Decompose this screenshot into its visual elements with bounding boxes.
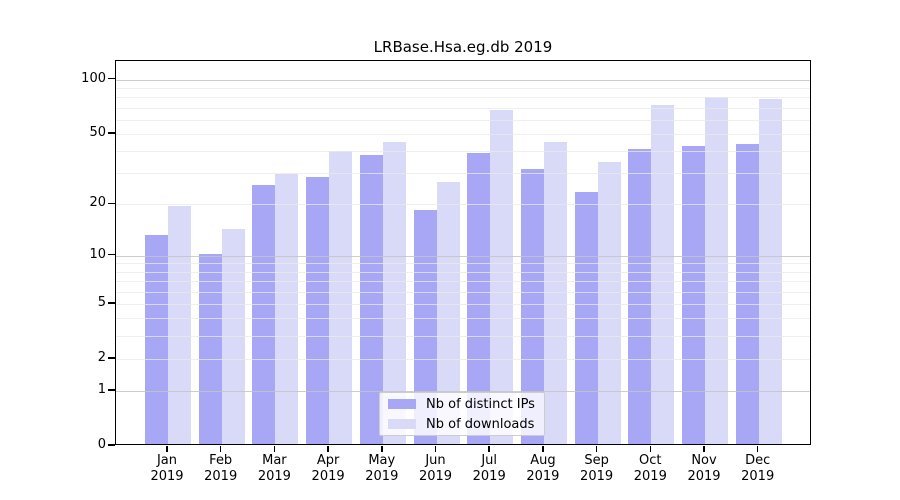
y-tick-label-10: 10: [89, 246, 106, 262]
legend-row-distinct-ips: Nb of distinct IPs: [380, 396, 544, 413]
bar-distinct-ips-oct: [628, 149, 652, 444]
x-tick-mark-apr: [327, 446, 329, 452]
gridline-major-100: [116, 79, 810, 81]
y-tick-mark-10: [108, 253, 115, 256]
bar-downloads-apr: [329, 151, 353, 444]
bar-downloads-feb: [221, 229, 245, 444]
bar-distinct-ips-feb: [198, 253, 222, 444]
y-tick-label-0: 0: [97, 437, 106, 452]
x-tick-label-mar: Mar 2019: [257, 453, 291, 484]
bar-downloads-jul: [490, 110, 514, 444]
y-tick-label-5: 5: [97, 294, 106, 310]
y-tick-label-50: 50: [89, 124, 106, 140]
bar-downloads-dec: [758, 99, 782, 444]
y-tick-label-1: 1: [97, 381, 106, 397]
bar-downloads-nov: [705, 97, 728, 444]
bar-distinct-ips-may: [359, 155, 383, 444]
y-tick-label-2: 2: [97, 349, 106, 365]
bar-distinct-ips-dec: [735, 143, 759, 444]
x-tick-label-jul: Jul 2019: [472, 453, 506, 484]
legend-row-downloads: Nb of downloads: [380, 416, 544, 433]
y-tick-label-20: 20: [89, 195, 106, 211]
x-tick-mark-mar: [273, 446, 276, 452]
x-tick-label-jan: Jan 2019: [150, 453, 184, 484]
bar-distinct-ips-aug: [520, 168, 544, 444]
y-tick-mark-100: [108, 77, 115, 80]
bar-downloads-may: [382, 141, 406, 444]
legend: Nb of distinct IPs Nb of downloads: [379, 392, 545, 436]
x-tick-mark-jun: [434, 446, 437, 452]
x-tick-label-apr: Apr 2019: [311, 453, 345, 484]
bar-distinct-ips-apr: [306, 176, 330, 444]
bar-distinct-ips-nov: [682, 145, 705, 444]
x-tick-label-feb: Feb 2019: [204, 453, 238, 484]
x-tick-label-may: May 2019: [365, 453, 399, 484]
x-tick-label-aug: Aug 2019: [526, 453, 560, 484]
x-tick-label-oct: Oct 2019: [633, 453, 667, 484]
x-tick-mark-oct: [649, 446, 652, 452]
x-tick-mark-feb: [219, 446, 222, 452]
x-tick-mark-aug: [542, 446, 544, 452]
x-tick-mark-jan: [166, 446, 168, 452]
plot-area: Nb of distinct IPs Nb of downloads: [115, 60, 811, 445]
x-tick-mark-sep: [595, 446, 598, 452]
bar-distinct-ips-jun: [413, 210, 437, 444]
bar-downloads-jan: [168, 206, 191, 444]
legend-swatch-distinct-ips: [388, 399, 416, 409]
bar-distinct-ips-sep: [574, 191, 598, 444]
bar-downloads-sep: [597, 161, 621, 444]
gridline-minor-90: [116, 88, 810, 89]
bar-downloads-oct: [651, 104, 675, 444]
x-tick-mark-jul: [488, 446, 490, 452]
bar-downloads-jun: [436, 182, 460, 444]
x-tick-mark-nov: [703, 446, 705, 452]
legend-swatch-downloads: [388, 419, 416, 429]
y-tick-mark-5: [108, 302, 115, 304]
legend-label-downloads: Nb of downloads: [426, 416, 535, 432]
chart-title: LRBase.Hsa.eg.db 2019: [373, 38, 553, 56]
y-tick-label-100: 100: [81, 70, 106, 86]
bar-downloads-aug: [543, 141, 567, 444]
x-tick-mark-dec: [756, 446, 759, 452]
y-tick-mark-0: [108, 444, 115, 446]
bar-distinct-ips-jan: [145, 234, 168, 444]
x-tick-label-sep: Sep 2019: [580, 453, 614, 484]
bar-distinct-ips-jul: [467, 153, 491, 444]
x-tick-label-dec: Dec 2019: [741, 453, 775, 484]
x-tick-label-jun: Jun 2019: [418, 453, 453, 484]
bar-downloads-mar: [275, 174, 299, 444]
x-tick-mark-may: [381, 446, 383, 452]
y-tick-mark-1: [108, 389, 115, 391]
y-tick-mark-50: [108, 132, 115, 134]
legend-label-distinct-ips: Nb of distinct IPs: [426, 396, 535, 412]
y-tick-mark-20: [108, 202, 115, 205]
bar-distinct-ips-mar: [252, 185, 276, 444]
x-tick-label-nov: Nov 2019: [687, 453, 721, 484]
y-tick-mark-2: [108, 357, 115, 359]
